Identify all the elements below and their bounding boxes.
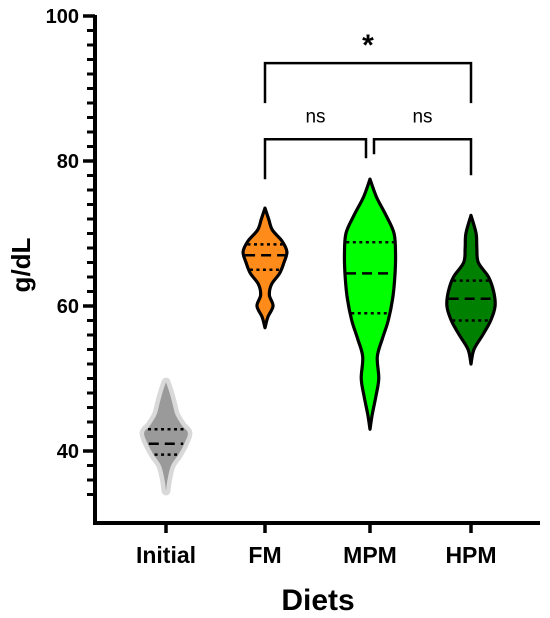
violins	[139, 177, 497, 496]
significance-bracket: *	[263, 29, 473, 104]
significance-bracket: ns	[263, 106, 368, 180]
significance-bracket: ns	[372, 106, 473, 176]
violin-fm	[241, 206, 289, 330]
bracket-line	[372, 138, 473, 176]
y-tick-label: 60	[57, 296, 79, 318]
significance-brackets: * ns ns	[263, 29, 473, 180]
violin-initial	[139, 377, 193, 496]
violin-body	[342, 177, 398, 431]
y-axis-title: g/dL	[6, 237, 36, 292]
x-axis-title: Diets	[281, 584, 354, 617]
x-tick-label: MPM	[343, 542, 397, 568]
y-tick-label: 80	[57, 151, 79, 173]
significance-label: *	[362, 29, 374, 62]
significance-label: ns	[305, 106, 325, 127]
y-tick-label: 100	[46, 6, 79, 28]
x-tick-label: Initial	[136, 542, 196, 568]
bracket-line	[263, 138, 368, 180]
x-tick-label: HPM	[445, 542, 496, 568]
violin-mpm	[342, 177, 398, 431]
violin-hpm	[445, 213, 497, 366]
significance-label: ns	[412, 106, 432, 127]
axes: 40 60 80 100 Initial FM MPM HPM	[46, 6, 540, 568]
violin-body	[144, 382, 188, 491]
bracket-line	[263, 61, 473, 104]
x-tick-label: FM	[248, 542, 281, 568]
violin-body	[241, 206, 289, 330]
violin-body	[445, 213, 497, 366]
y-tick-label: 40	[57, 441, 79, 463]
